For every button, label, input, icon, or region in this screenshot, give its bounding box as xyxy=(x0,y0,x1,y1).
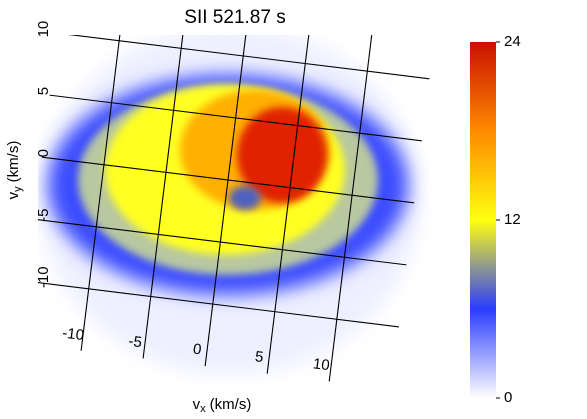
x-tick-label: 5 xyxy=(254,348,264,366)
grid-line xyxy=(38,282,399,328)
grid-line xyxy=(49,94,422,142)
x-axis-label: vx (km/s) xyxy=(193,396,252,415)
grid-line xyxy=(68,35,430,80)
y-tick-label: 5 xyxy=(35,87,52,95)
colorbar-tick-label: 12 xyxy=(504,211,521,228)
y-tick-label: 10 xyxy=(35,21,52,38)
colorbar-tick-label: 24 xyxy=(504,33,521,50)
x-tick-label: -5 xyxy=(128,333,143,351)
tomogram-image xyxy=(40,35,420,375)
y-tick-label: 0 xyxy=(35,149,52,157)
grid xyxy=(38,35,430,382)
colorbar-tick-label: 0 xyxy=(504,389,512,406)
x-tick-label: 10 xyxy=(312,355,331,374)
y-tick-label: -10 xyxy=(35,266,52,288)
chart-title: SII 521.87 s xyxy=(184,7,285,28)
grid-line xyxy=(41,156,415,204)
y-tick-label: -5 xyxy=(35,209,52,222)
x-tick-label: -10 xyxy=(61,325,85,345)
x-tick-label: 0 xyxy=(192,341,202,359)
grid-line xyxy=(38,219,407,266)
colorbar xyxy=(470,42,496,398)
y-axis-label: vy(km/s) xyxy=(5,141,24,200)
